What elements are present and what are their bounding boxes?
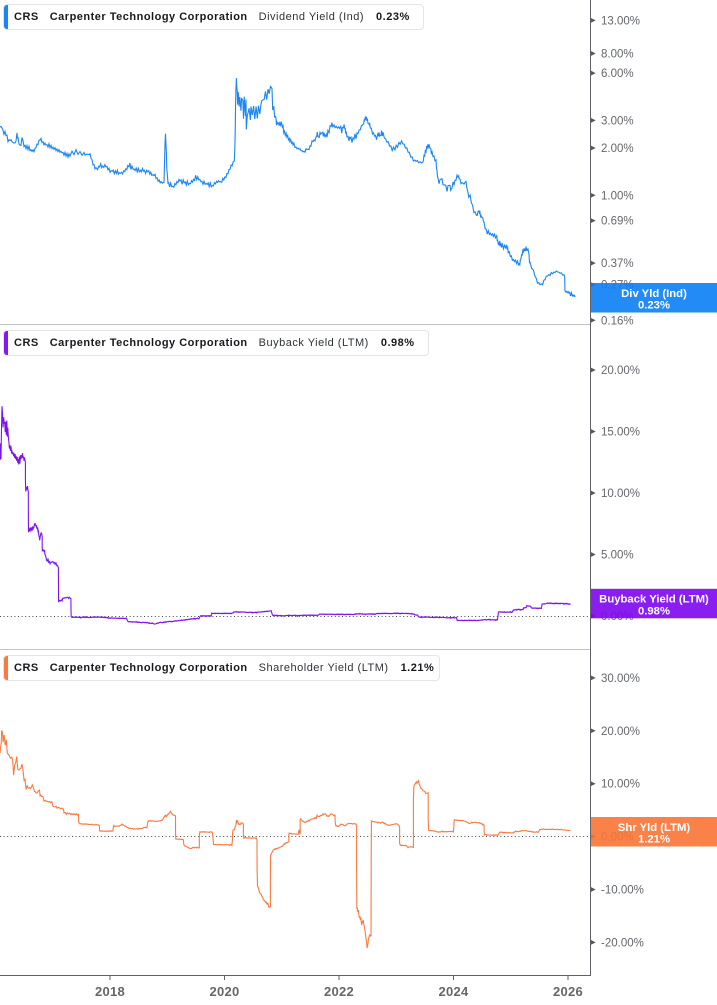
svg-text:0.37%: 0.37%: [601, 258, 634, 270]
svg-text:0.98%: 0.98%: [638, 605, 670, 617]
svg-text:Shr Yld (LTM): Shr Yld (LTM): [618, 822, 691, 834]
svg-text:15.00%: 15.00%: [601, 427, 640, 439]
svg-text:5.00%: 5.00%: [601, 550, 634, 562]
svg-text:6.00%: 6.00%: [601, 68, 634, 80]
svg-text:3.00%: 3.00%: [601, 115, 634, 127]
svg-text:2024: 2024: [438, 984, 469, 999]
svg-text:0.69%: 0.69%: [601, 216, 634, 228]
svg-text:13.00%: 13.00%: [601, 15, 640, 27]
svg-text:8.00%: 8.00%: [601, 49, 634, 61]
svg-text:2020: 2020: [209, 984, 239, 999]
svg-text:-10.00%: -10.00%: [601, 885, 644, 897]
svg-text:10.00%: 10.00%: [601, 779, 640, 791]
svg-text:2026: 2026: [553, 984, 583, 999]
svg-text:30.00%: 30.00%: [601, 673, 640, 685]
svg-text:Div Yld (Ind): Div Yld (Ind): [621, 288, 687, 300]
svg-text:2022: 2022: [324, 984, 354, 999]
svg-text:2.00%: 2.00%: [601, 143, 634, 155]
svg-text:-20.00%: -20.00%: [601, 937, 644, 949]
svg-text:20.00%: 20.00%: [601, 726, 640, 738]
svg-text:0.16%: 0.16%: [601, 315, 634, 327]
svg-text:0.23%: 0.23%: [638, 300, 670, 312]
svg-text:2018: 2018: [95, 984, 125, 999]
svg-text:10.00%: 10.00%: [601, 488, 640, 500]
svg-text:Buyback Yield (LTM): Buyback Yield (LTM): [599, 594, 709, 606]
svg-text:1.21%: 1.21%: [638, 834, 670, 846]
svg-text:1.00%: 1.00%: [601, 190, 634, 202]
svg-text:20.00%: 20.00%: [601, 365, 640, 377]
